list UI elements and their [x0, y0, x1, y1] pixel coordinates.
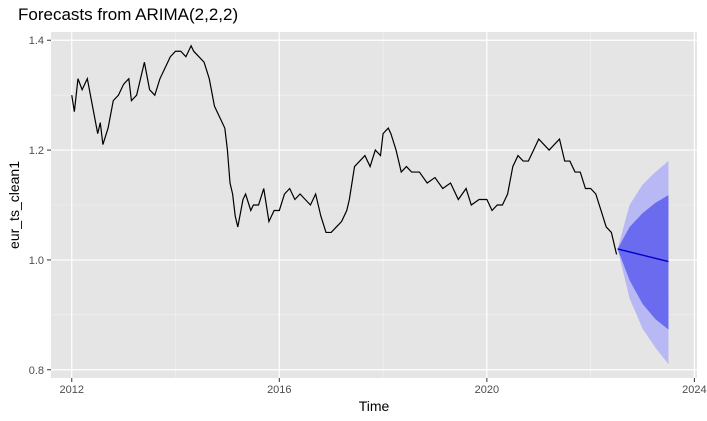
y-tick-label: 1.4 — [29, 35, 44, 47]
chart-title: Forecasts from ARIMA(2,2,2) — [18, 5, 238, 24]
x-tick-label: 2012 — [60, 384, 84, 396]
x-tick-label: 2016 — [267, 384, 291, 396]
major-gridlines — [51, 32, 697, 378]
y-axis-title: eur_ts_clean1 — [6, 161, 22, 249]
historical-series-line — [71, 44, 618, 255]
x-axis-ticks: 2012 2016 2020 2024 — [60, 378, 707, 396]
y-tick-label: 0.8 — [29, 365, 44, 377]
y-tick-label: 1.2 — [29, 145, 44, 157]
y-tick-label: 1.0 — [29, 255, 44, 267]
x-tick-label: 2020 — [475, 384, 499, 396]
forecast-mean-line — [617, 248, 669, 263]
minor-gridlines — [51, 32, 697, 378]
x-axis-title: Time — [359, 398, 390, 414]
y-axis-ticks: 0.8 1.0 1.2 1.4 — [29, 35, 51, 377]
x-tick-label: 2024 — [682, 384, 706, 396]
forecast-interval-80-band — [617, 195, 669, 330]
